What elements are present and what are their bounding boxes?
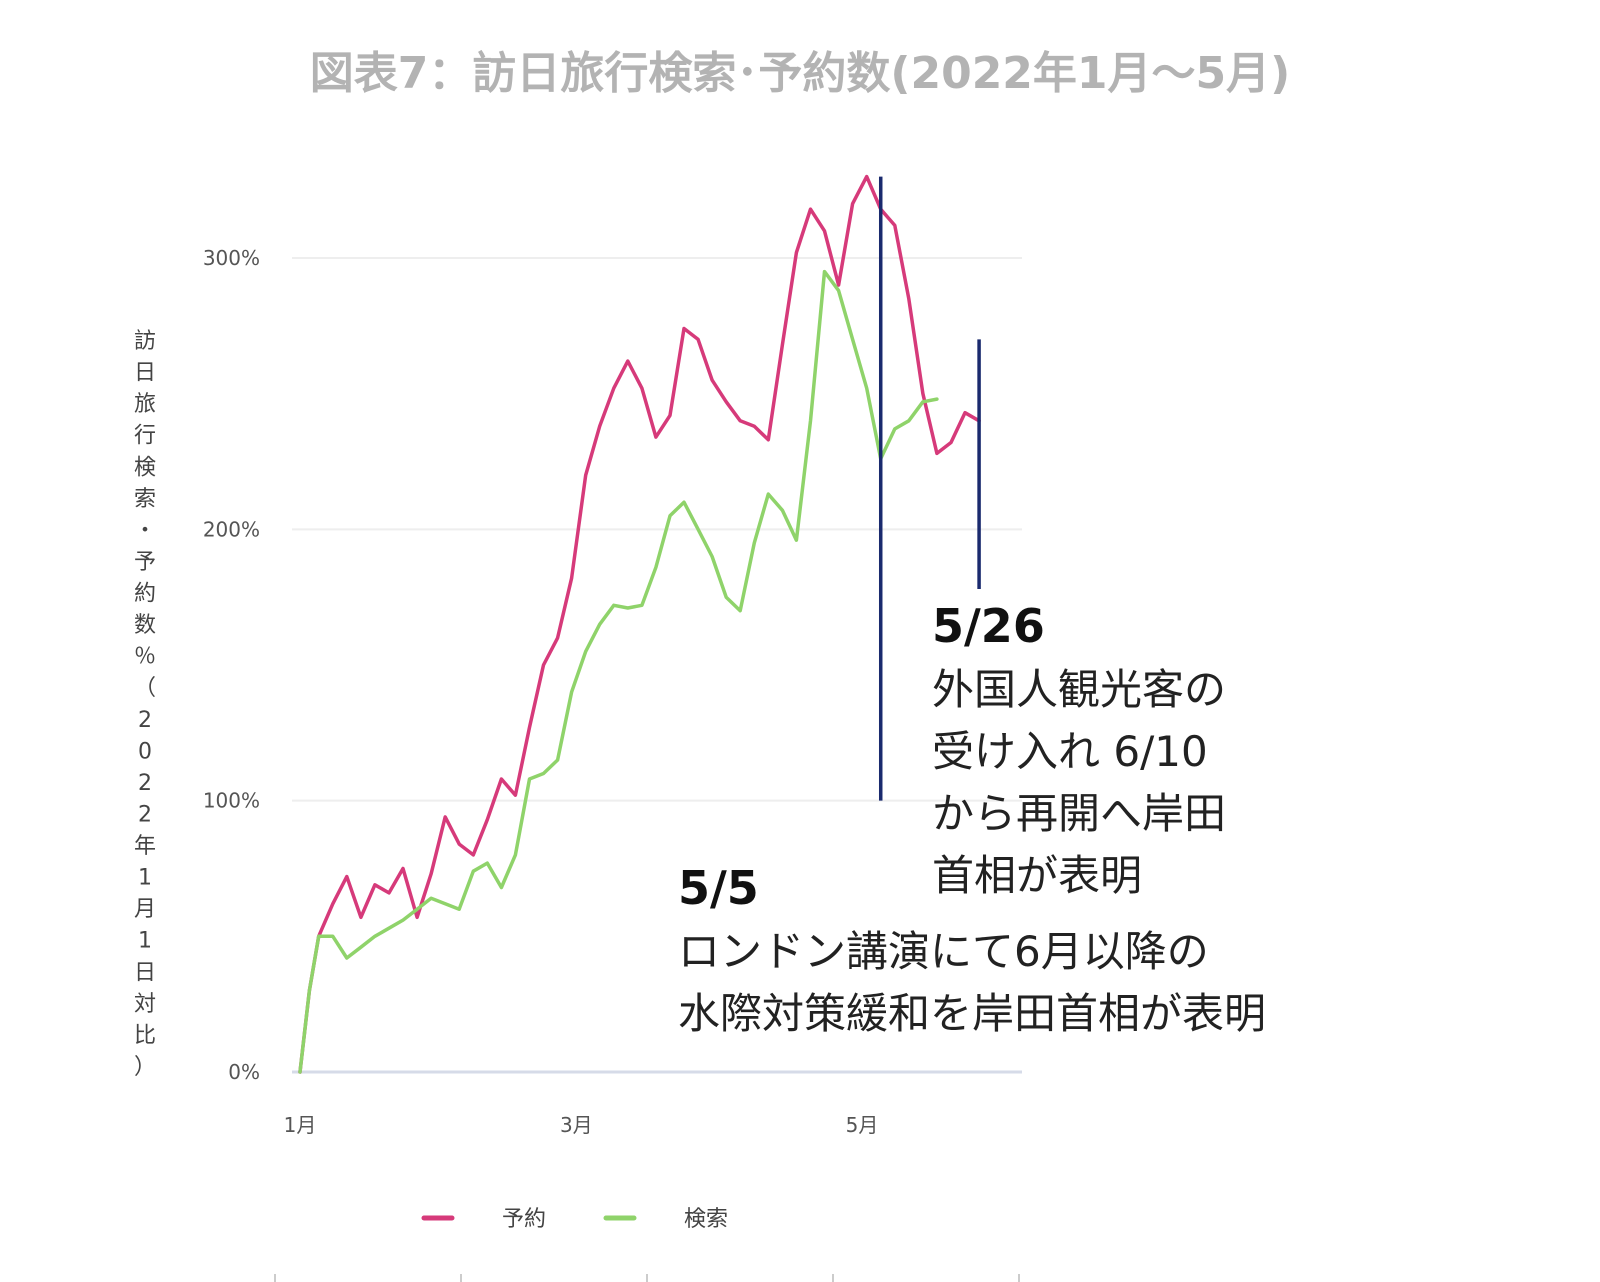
y-axis-label-char: 1: [138, 929, 152, 954]
annotation-text: ロンドン講演にて6月以降の: [678, 927, 1209, 976]
annotation-text: 外国人観光客の: [932, 665, 1226, 714]
x-axis-ticks: 1月 3月 5月: [284, 1113, 879, 1137]
series-line: [298, 269, 939, 1074]
x-tick-label: 5月: [846, 1113, 879, 1137]
y-tick-label: 0%: [228, 1060, 260, 1084]
series-line: [298, 174, 981, 1074]
y-axis-label-char: 比: [134, 1023, 156, 1048]
y-tick-label: 200%: [203, 517, 260, 541]
y-axis-label-char: 対: [134, 992, 156, 1017]
y-axis-label-char: 検: [134, 455, 156, 480]
y-axis-label-char: ・: [134, 518, 156, 543]
series-lines: [298, 174, 981, 1074]
y-axis-label-char: 月: [134, 897, 156, 922]
annotation-text: 受け入れ 6/10: [932, 727, 1208, 776]
y-axis-label-char: 約: [134, 582, 156, 607]
annotation-text: から再開へ岸田: [932, 789, 1226, 838]
y-tick-label: 300%: [203, 246, 260, 270]
y-tick-label: 100%: [203, 789, 260, 813]
legend: 予約 検索: [421, 1207, 728, 1232]
x-tick-label: 1月: [284, 1113, 317, 1137]
chart-title: 図表7：訪日旅行検索･予約数(2022年1月～5月): [310, 48, 1291, 99]
annotation-date: 5/5: [678, 861, 759, 915]
y-axis-label-char: （: [134, 676, 156, 701]
y-axis-label-char: 旅: [134, 392, 156, 417]
y-axis-label-char: 2: [138, 771, 152, 796]
y-axis-label-char: 2: [138, 708, 152, 733]
y-axis-label-char: ）: [134, 1055, 156, 1080]
y-axis-label-char: 日: [134, 960, 156, 985]
y-axis-label-char: 年: [134, 834, 156, 859]
legend-label: 予約: [502, 1207, 546, 1232]
y-axis-label-char: 訪: [134, 329, 156, 354]
y-axis-label-char: 予: [134, 550, 156, 575]
y-axis-label-char: ％: [134, 645, 156, 670]
annotation-text: 水際対策緩和を岸田首相が表明: [678, 989, 1266, 1038]
legend-label: 検索: [684, 1207, 728, 1232]
y-axis-label-char: 0: [138, 739, 152, 764]
annotation-date: 5/26: [932, 599, 1045, 653]
x-tick-label: 3月: [560, 1113, 593, 1137]
y-axis-label-char: 1: [138, 866, 152, 891]
y-axis-label-char: 索: [134, 487, 156, 512]
y-axis-label-char: 行: [134, 424, 156, 449]
y-axis-label-char: 日: [134, 361, 156, 386]
bottom-tick-marks: [274, 1274, 1020, 1282]
y-axis-label-char: 2: [138, 802, 152, 827]
y-axis-label-char: 数: [134, 613, 156, 638]
annotation-text: 首相が表明: [932, 851, 1142, 900]
y-axis-ticks: 0% 100% 200% 300%: [203, 246, 260, 1084]
